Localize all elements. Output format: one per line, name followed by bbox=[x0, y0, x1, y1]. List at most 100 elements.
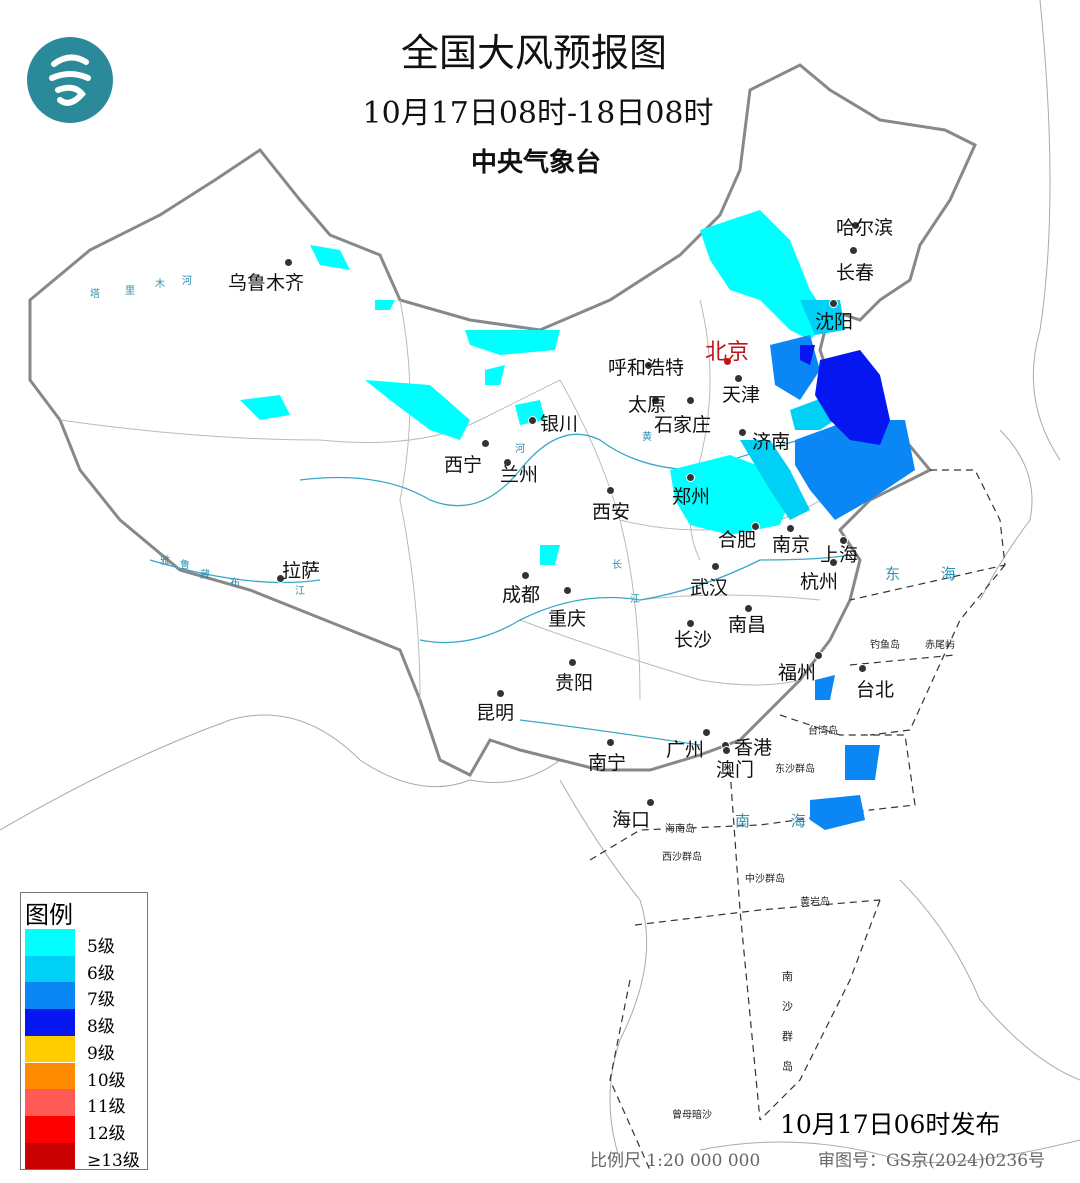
city-label: 武汉 bbox=[690, 577, 729, 599]
legend-item: 6级 bbox=[25, 955, 143, 984]
city-label: 济南 bbox=[752, 431, 791, 453]
city-label: 上海 bbox=[820, 544, 859, 566]
city-marker bbox=[786, 524, 795, 533]
map-title: 全国大风预报图 bbox=[400, 31, 667, 75]
legend-label: 10级 bbox=[87, 1070, 126, 1091]
river-label: 河 bbox=[182, 276, 192, 287]
legend-item: 7级 bbox=[25, 982, 143, 1011]
island-label: 东沙群岛 bbox=[775, 764, 815, 775]
river-label: 藏 bbox=[200, 570, 210, 581]
city-label: 兰州 bbox=[500, 464, 539, 486]
review-number: 审图号：GS京(2024)0236号 bbox=[818, 1151, 1046, 1171]
city-marker bbox=[814, 651, 823, 660]
city-marker bbox=[744, 604, 753, 613]
legend-label: ≥13级 bbox=[87, 1150, 140, 1171]
legend-swatch bbox=[25, 955, 75, 983]
issue-time: 10月17日06时发布 bbox=[780, 1110, 1001, 1139]
city-marker bbox=[481, 439, 490, 448]
legend-item: 12级 bbox=[25, 1115, 143, 1144]
city-label: 成都 bbox=[502, 584, 541, 606]
city-marker bbox=[276, 574, 285, 583]
city-label: 昆明 bbox=[476, 702, 515, 724]
wind-area-level5 bbox=[240, 210, 830, 565]
island-label: 西沙群岛 bbox=[662, 852, 702, 863]
province-borders bbox=[59, 299, 861, 701]
city-label: 南宁 bbox=[588, 752, 627, 774]
legend: 图例 5级 6级 7级 8级 9级 10级 11级 12级 ≥13级 bbox=[20, 892, 148, 1171]
city-label: 哈尔滨 bbox=[836, 217, 894, 239]
sea-label: 东 海 bbox=[885, 565, 974, 583]
river-label: 河 bbox=[515, 444, 525, 455]
city-marker bbox=[751, 522, 760, 531]
river-label: 长 bbox=[612, 560, 622, 571]
city-marker bbox=[528, 416, 537, 425]
city-label: 杭州 bbox=[800, 571, 839, 593]
city-marker bbox=[849, 246, 858, 255]
city-marker bbox=[702, 728, 711, 737]
legend-swatch bbox=[25, 1009, 75, 1036]
legend-item: ≥13级 bbox=[25, 1142, 143, 1171]
city-label: 北京 bbox=[705, 340, 750, 365]
legend-item: 9级 bbox=[25, 1035, 143, 1064]
legend-label: 5级 bbox=[87, 937, 115, 957]
city-marker bbox=[711, 562, 720, 571]
legend-swatch bbox=[25, 1035, 75, 1063]
river-label: 塔 bbox=[90, 289, 100, 300]
city-label: 银川 bbox=[540, 413, 579, 435]
island-label: 黄岩岛 bbox=[800, 897, 830, 908]
legend-swatch bbox=[25, 1142, 75, 1170]
wind-area-level7 bbox=[770, 335, 915, 830]
city-marker bbox=[644, 361, 653, 370]
city-label: 长沙 bbox=[674, 629, 713, 651]
city-label: 广州 bbox=[666, 739, 705, 761]
city-label: 南昌 bbox=[728, 614, 767, 636]
city-marker bbox=[606, 738, 615, 747]
city-label: 西安 bbox=[592, 501, 631, 523]
sea-label: 南 海 bbox=[735, 812, 824, 830]
city-label: 石家庄 bbox=[654, 414, 712, 436]
river-label: 里 bbox=[125, 286, 135, 297]
city-marker bbox=[686, 473, 695, 482]
city-marker bbox=[651, 396, 660, 405]
city-label: 香港 bbox=[734, 737, 773, 759]
city-marker bbox=[284, 258, 293, 267]
city-marker bbox=[851, 221, 860, 230]
legend-item: 10级 bbox=[25, 1062, 143, 1091]
map-scale: 比例尺 1:20 000 000 bbox=[590, 1151, 761, 1171]
legend-swatch bbox=[25, 1062, 75, 1090]
legend-title: 图例 bbox=[25, 901, 73, 929]
city-marker bbox=[722, 746, 731, 755]
river-label: 木 bbox=[155, 279, 165, 290]
island-label: 台湾岛 bbox=[808, 726, 838, 737]
legend-swatch bbox=[25, 982, 75, 1010]
island-label: 钓鱼岛 bbox=[870, 640, 900, 651]
river-label: 黄 bbox=[642, 432, 652, 443]
city-label: 合肥 bbox=[718, 529, 757, 551]
city-marker bbox=[686, 396, 695, 405]
river-label: 鲁 bbox=[180, 560, 190, 571]
city-marker bbox=[646, 798, 655, 807]
city-label: 沈阳 bbox=[815, 311, 854, 333]
city-marker bbox=[829, 299, 838, 308]
city-marker bbox=[686, 619, 695, 628]
legend-label: 12级 bbox=[87, 1123, 126, 1144]
city-label: 贵阳 bbox=[555, 672, 594, 694]
island-label: 海南岛 bbox=[665, 824, 695, 835]
city-marker bbox=[734, 374, 743, 383]
city-label: 海口 bbox=[612, 809, 651, 831]
city-label: 乌鲁木齐 bbox=[228, 272, 305, 294]
river-label: 布 bbox=[230, 578, 240, 589]
river-label: 江 bbox=[630, 594, 640, 605]
wind-area-level8 bbox=[800, 345, 890, 445]
city-label: 太原 bbox=[628, 394, 667, 416]
legend-swatch bbox=[25, 929, 75, 956]
city-marker bbox=[723, 357, 732, 366]
city-marker bbox=[606, 486, 615, 495]
legend-label: 7级 bbox=[87, 990, 115, 1011]
river-label: 江 bbox=[295, 586, 305, 597]
legend-swatch bbox=[25, 1089, 75, 1116]
river-label: 雅 bbox=[160, 556, 170, 567]
city-marker bbox=[496, 689, 505, 698]
